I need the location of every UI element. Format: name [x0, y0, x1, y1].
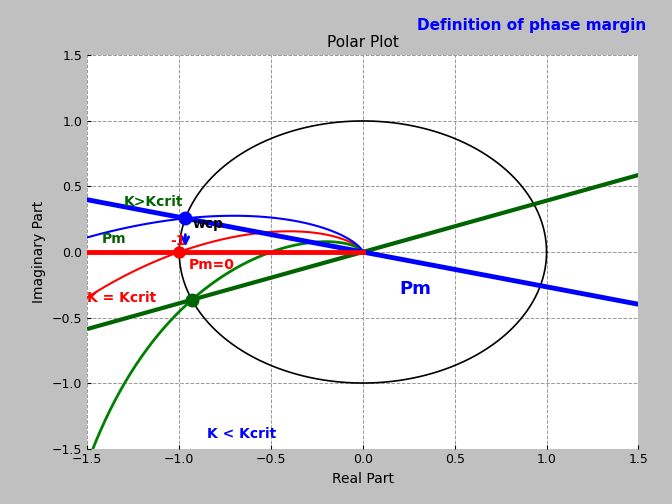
- Text: -1: -1: [170, 234, 185, 248]
- Text: K>Kcrit: K>Kcrit: [124, 195, 183, 209]
- Text: Pm: Pm: [400, 280, 431, 298]
- X-axis label: Real Part: Real Part: [332, 472, 394, 486]
- Text: wcp: wcp: [193, 217, 224, 230]
- Text: Pm: Pm: [102, 232, 127, 246]
- Text: Definition of phase margin: Definition of phase margin: [417, 18, 646, 33]
- Text: K = Kcrit: K = Kcrit: [87, 291, 157, 305]
- Text: K < Kcrit: K < Kcrit: [207, 427, 276, 441]
- Text: Pm=0: Pm=0: [188, 258, 235, 272]
- Y-axis label: Imaginary Part: Imaginary Part: [32, 201, 46, 303]
- Title: Polar Plot: Polar Plot: [327, 35, 398, 50]
